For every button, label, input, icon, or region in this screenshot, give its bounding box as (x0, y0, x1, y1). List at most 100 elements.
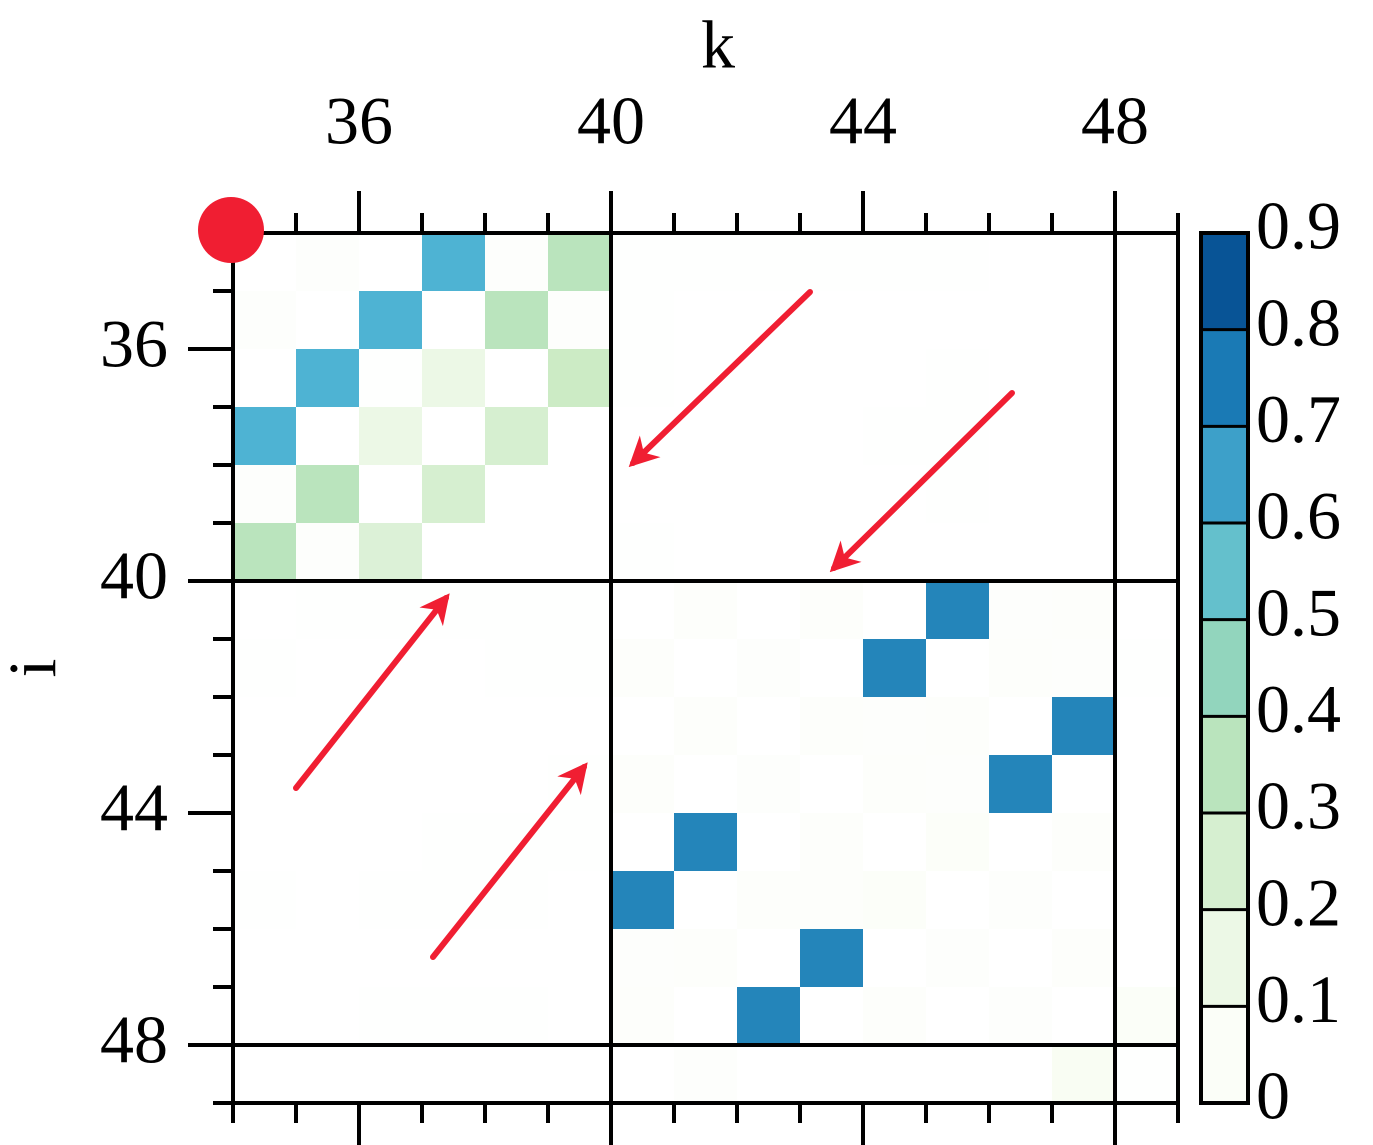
cell (422, 465, 486, 524)
cell (1052, 581, 1116, 640)
cell (1115, 697, 1179, 756)
cell (863, 697, 927, 756)
cell (800, 581, 864, 640)
cell (548, 291, 612, 350)
cell (233, 813, 297, 872)
colorbar-segment (1201, 909, 1248, 1007)
cell (800, 755, 864, 814)
cell (1115, 465, 1179, 524)
cell (1052, 465, 1116, 524)
cell (548, 407, 612, 466)
cell (485, 639, 549, 698)
cell (296, 291, 360, 350)
cell (422, 233, 486, 292)
cell (863, 639, 927, 698)
cell (926, 349, 990, 408)
colorbar-tick-label: 0.1 (1256, 961, 1341, 1037)
cell (800, 871, 864, 930)
cell (485, 291, 549, 350)
cell (1115, 987, 1179, 1046)
cell (926, 465, 990, 524)
cell (926, 581, 990, 640)
cell (233, 465, 297, 524)
cell (989, 465, 1053, 524)
colorbar-tick-label: 0.6 (1256, 478, 1341, 554)
cell (359, 233, 423, 292)
cell (422, 349, 486, 408)
cell (233, 349, 297, 408)
cell (800, 639, 864, 698)
cell (674, 929, 738, 988)
cell (1052, 1045, 1116, 1104)
cell (926, 987, 990, 1046)
cell (485, 233, 549, 292)
cell (674, 291, 738, 350)
cell (233, 1045, 297, 1104)
cell (1052, 697, 1116, 756)
cell (296, 581, 360, 640)
cell (296, 755, 360, 814)
cell (359, 465, 423, 524)
cell (674, 581, 738, 640)
cell (611, 755, 675, 814)
cell (233, 407, 297, 466)
cell (611, 929, 675, 988)
arrow (829, 390, 1015, 573)
cell (359, 581, 423, 640)
cell (1052, 407, 1116, 466)
cell (989, 233, 1053, 292)
cell (233, 987, 297, 1046)
cell (296, 639, 360, 698)
y-tick-label: 44 (100, 770, 168, 846)
y-tick-label: 48 (100, 1002, 168, 1078)
cell (737, 407, 801, 466)
cell (863, 581, 927, 640)
cell (800, 929, 864, 988)
cell (296, 987, 360, 1046)
cell (359, 813, 423, 872)
cell (422, 581, 486, 640)
cell (863, 407, 927, 466)
cell (296, 1045, 360, 1104)
cell (863, 349, 927, 408)
cell (611, 349, 675, 408)
cell (296, 523, 360, 582)
cell (233, 291, 297, 350)
cell (863, 1045, 927, 1104)
cell (233, 871, 297, 930)
cell (737, 639, 801, 698)
cell (422, 755, 486, 814)
cell (737, 523, 801, 582)
colorbar-tick-label: 0.9 (1256, 188, 1341, 264)
cell (800, 407, 864, 466)
cell (863, 291, 927, 350)
cell (926, 1045, 990, 1104)
x-tick-label: 40 (577, 83, 645, 159)
cell (1052, 813, 1116, 872)
cell (926, 233, 990, 292)
cell (422, 407, 486, 466)
cell (737, 871, 801, 930)
cell (989, 987, 1053, 1046)
cell (359, 987, 423, 1046)
cell (611, 1045, 675, 1104)
cell (611, 465, 675, 524)
cell (800, 987, 864, 1046)
cell (737, 581, 801, 640)
cell (989, 755, 1053, 814)
cell (611, 233, 675, 292)
colorbar-segment (1201, 426, 1248, 524)
cell (548, 813, 612, 872)
heatmap (233, 233, 1179, 1104)
cell (485, 523, 549, 582)
cell (611, 581, 675, 640)
colorbar-tick-label: 0.7 (1256, 381, 1341, 457)
cell (674, 639, 738, 698)
cell (737, 291, 801, 350)
cell (674, 987, 738, 1046)
cell (863, 871, 927, 930)
cell (863, 233, 927, 292)
colorbar-segment (1201, 619, 1248, 717)
cell (674, 871, 738, 930)
